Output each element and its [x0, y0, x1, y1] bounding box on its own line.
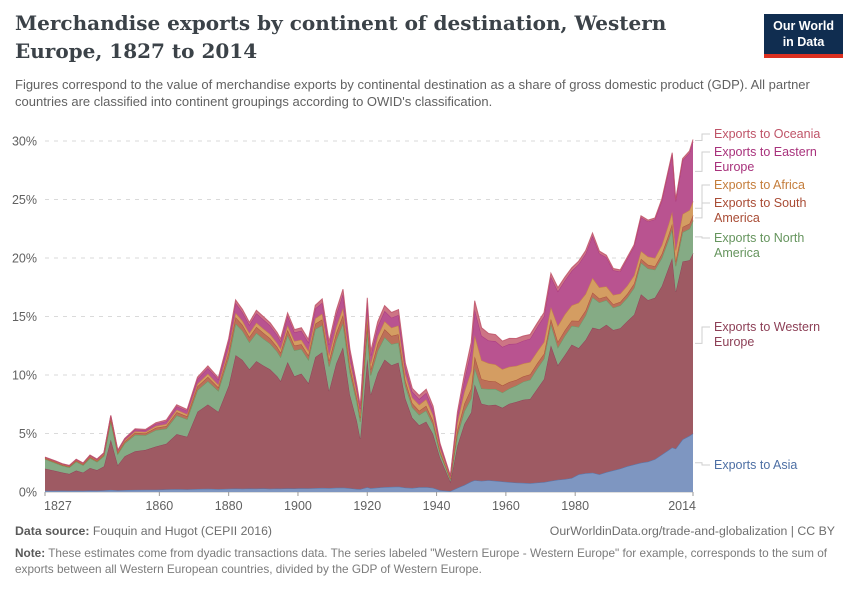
y-tick-label: 10% [12, 369, 37, 383]
data-source: Data source: Fouquin and Hugot (CEPII 20… [15, 524, 272, 538]
area-western_europe[interactable] [45, 253, 693, 492]
data-source-text: Fouquin and Hugot (CEPII 2016) [89, 524, 273, 538]
legend-connector-north_america [695, 236, 710, 239]
owid-link[interactable]: OurWorldinData.org/trade-and-globalizati… [549, 524, 835, 538]
page-title: Merchandise exports by continent of dest… [15, 11, 667, 63]
chart-subtitle: Figures correspond to the value of merch… [15, 77, 810, 110]
area-eastern_europe[interactable] [45, 141, 693, 478]
area-asia[interactable] [45, 433, 693, 493]
y-tick-label: 25% [12, 193, 37, 207]
legend-label-oceania[interactable]: Exports to Oceania [714, 127, 821, 141]
y-tick-label: 0% [19, 486, 37, 500]
x-tick-label: 1860 [145, 499, 173, 513]
legend-connector-africa [695, 184, 710, 209]
chart-note: Note: These estimates come from dyadic t… [15, 546, 835, 578]
legend-label-eastern-europe[interactable]: Exports to Eastern Europe [714, 145, 817, 174]
legend-connector-south_america [695, 202, 710, 219]
x-tick-label: 1960 [492, 499, 520, 513]
legend-label-africa[interactable]: Exports to Africa [714, 178, 806, 192]
owid-logo-line1: Our World [773, 19, 834, 33]
x-tick-label: 1980 [561, 499, 589, 513]
legend-label-asia[interactable]: Exports to Asia [714, 458, 798, 472]
note-text: These estimates come from dyadic transac… [15, 546, 828, 576]
owid-logo-line2: in Data [782, 35, 825, 50]
area-north_america[interactable] [45, 220, 693, 482]
stacked-area-chart[interactable]: 0% 5% 10% 15% 20% 25% 30% 1827 1860 1880 1900 1920 1… [0, 118, 850, 520]
legend-connector-eastern_europe [695, 151, 710, 172]
owid-logo[interactable]: Our World in Data [764, 14, 843, 58]
legend-connector-western_europe [695, 326, 710, 344]
legend-label-north-america[interactable]: Exports to North America [714, 231, 805, 260]
y-tick-label: 15% [12, 310, 37, 324]
chart-footer: Data source: Fouquin and Hugot (CEPII 20… [15, 524, 835, 578]
legend-label-south-america[interactable]: Exports to South America [714, 196, 807, 225]
y-tick-label: 5% [19, 427, 37, 441]
y-tick-label: 20% [12, 252, 37, 266]
x-tick-label: 1900 [284, 499, 312, 513]
x-tick-label: 1880 [215, 499, 243, 513]
legend-connector-asia [695, 462, 710, 466]
y-tick-label: 30% [12, 135, 37, 149]
area-topline-africa [44, 201, 694, 478]
note-label: Note: [15, 546, 46, 560]
x-tick-label: 2014 [668, 499, 696, 513]
legend-label-western-europe[interactable]: Exports to Western Europe [714, 320, 821, 349]
legend-connector-oceania [695, 133, 710, 141]
x-tick-label: 1827 [44, 499, 72, 513]
x-tick-label: 1940 [423, 499, 451, 513]
area-topline-oceania [44, 139, 694, 476]
x-tick-label: 1920 [353, 499, 381, 513]
area-topline-eastern_europe [44, 141, 694, 477]
data-source-label: Data source: [15, 524, 90, 538]
chart-plot-region[interactable]: 0% 5% 10% 15% 20% 25% 30% 1827 1860 1880 1900 1920 1… [0, 118, 850, 520]
